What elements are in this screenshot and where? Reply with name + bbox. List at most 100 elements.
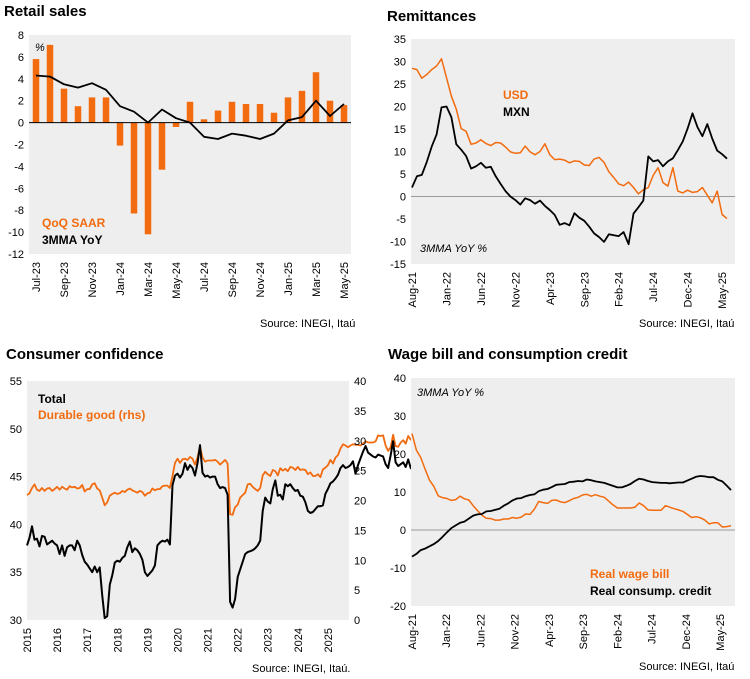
confidence-ytick-left-2: 45 [10, 472, 22, 484]
wage-ytick-4: 0 [400, 525, 406, 537]
remittances-title: Remittances [387, 8, 477, 25]
retail-line-3mma [35, 74, 345, 140]
retail-bar-5 [102, 97, 110, 123]
remit-legend-mxn: MXN [503, 105, 530, 119]
remit-legend-usd: USD [503, 88, 529, 102]
retail-legend-qoq: QoQ SAAR [42, 216, 106, 230]
wage-xtick-5: Sep-23 [578, 614, 590, 649]
confidence-ytick-right-7: 5 [354, 585, 360, 597]
retail-bar-20 [312, 72, 320, 123]
retail-bar-1 [46, 44, 54, 123]
confidence-xtick-5: 2020 [172, 628, 184, 652]
confidence-ytick-left-4: 35 [10, 567, 22, 579]
retail-bar-8 [144, 122, 152, 235]
retail-xtick-1: Sep-23 [59, 262, 71, 297]
retail-ytick-10: -12 [8, 249, 24, 261]
remit-line-usd [411, 58, 728, 220]
wage-source: Source: INEGI, Itaú [639, 661, 735, 673]
confidence-ytick-right-1: 35 [354, 406, 366, 418]
confidence-ytick-right-8: 0 [354, 615, 360, 627]
remit-ytick-7: 0 [400, 192, 406, 204]
wage-xtick-7: Jul-24 [647, 614, 659, 644]
confidence-ytick-right-3: 25 [354, 466, 366, 478]
retail-bar-11 [186, 101, 194, 123]
retail-bar-10 [172, 122, 180, 127]
retail-ytick-5: -2 [14, 140, 24, 152]
retail-ytick-6: -4 [14, 161, 24, 173]
retail-source: Source: INEGI, Itaú [260, 318, 356, 330]
wage-plot-area [411, 378, 735, 606]
confidence-ytick-left-1: 50 [10, 424, 22, 436]
remit-ytick-10: -15 [390, 259, 406, 271]
confidence-ytick-left-3: 40 [10, 519, 22, 531]
confidence-legend-total: Total [38, 392, 66, 406]
wage-ytick-5: -10 [390, 563, 406, 575]
retail-bar-19 [298, 90, 306, 123]
wage-xtick-0: Aug-21 [407, 614, 419, 649]
remit-xtick-9: May-25 [717, 272, 729, 309]
retail-bar-15 [242, 103, 250, 123]
remit-xtick-6: Feb-24 [614, 272, 626, 307]
retail-bar-17 [270, 112, 278, 123]
confidence-source: Source: INEGI, Itaú. [252, 663, 351, 675]
wage-note: 3MMA YoY % [417, 387, 484, 399]
confidence-xtick-8: 2023 [263, 628, 275, 652]
confidence-xtick-4: 2019 [142, 628, 154, 652]
remit-ytick-2: 25 [394, 79, 406, 91]
retail-bar-14 [228, 101, 236, 123]
confidence-ytick-right-5: 15 [354, 525, 366, 537]
confidence-ytick-right-0: 40 [354, 376, 366, 388]
remit-xtick-8: Dec-24 [683, 272, 695, 307]
wage-ytick-1: 30 [394, 411, 406, 423]
retail-bar-12 [200, 119, 208, 123]
retail-bar-6 [116, 122, 124, 146]
retail-ytick-1: 6 [18, 52, 24, 64]
retail-xtick-2: Nov-23 [87, 262, 99, 297]
remit-ytick-4: 15 [394, 124, 406, 136]
remittances-source: Source: INEGI, Itaú [639, 318, 735, 330]
remit-xtick-4: Apr-23 [545, 272, 557, 305]
retail-xtick-6: Jul-24 [199, 262, 211, 292]
confidence-ytick-right-4: 20 [354, 496, 366, 508]
retail-xtick-10: Mar-25 [311, 262, 323, 297]
wage-xtick-9: May-25 [715, 614, 727, 651]
retail-xtick-5: May-24 [171, 262, 183, 299]
retail-xtick-3: Jan-24 [115, 262, 127, 296]
confidence-ytick-left-0: 55 [10, 376, 22, 388]
retail-ytick-0: 8 [18, 30, 24, 42]
retail-bar-21 [326, 100, 334, 123]
confidence-ytick-left-5: 30 [10, 615, 22, 627]
retail-bar-2 [60, 88, 68, 123]
retail-ytick-3: 2 [18, 96, 24, 108]
remit-line-mxn [411, 105, 728, 246]
wage-legend-credit: Real consump. credit [590, 584, 711, 598]
confidence-plot-area [27, 381, 349, 620]
confidence-line-durable [26, 433, 416, 516]
retail-bar-18 [284, 97, 292, 123]
retail-ytick-7: -6 [14, 183, 24, 195]
wage-line-credit [411, 475, 732, 558]
retail-bar-13 [214, 110, 222, 123]
wage-ytick-0: 40 [394, 373, 406, 385]
wage-ytick-2: 20 [394, 449, 406, 461]
retail-xtick-8: Nov-24 [255, 262, 267, 297]
remit-ytick-3: 20 [394, 102, 406, 114]
wage-xtick-3: Nov-22 [510, 614, 522, 649]
retail-bar-9 [158, 122, 166, 170]
confidence-xtick-2: 2017 [82, 628, 94, 652]
confidence-xtick-6: 2021 [203, 628, 215, 652]
remit-xtick-5: Sep-23 [579, 272, 591, 307]
wage-xtick-4: Apr-23 [544, 614, 556, 647]
wage-legend-realwage: Real wage bill [590, 567, 669, 581]
confidence-line-total [26, 440, 417, 620]
retail-xtick-9: Jan-25 [283, 262, 295, 296]
wage-ytick-6: -20 [390, 601, 406, 613]
retail-ytick-8: -8 [14, 205, 24, 217]
wage-title: Wage bill and consumption credit [388, 346, 628, 363]
confidence-xtick-0: 2015 [22, 628, 34, 652]
retail-title: Retail sales [4, 3, 87, 20]
retail-plot-area [29, 35, 351, 254]
confidence-xtick-7: 2022 [233, 628, 245, 652]
confidence-ytick-right-6: 10 [354, 555, 366, 567]
